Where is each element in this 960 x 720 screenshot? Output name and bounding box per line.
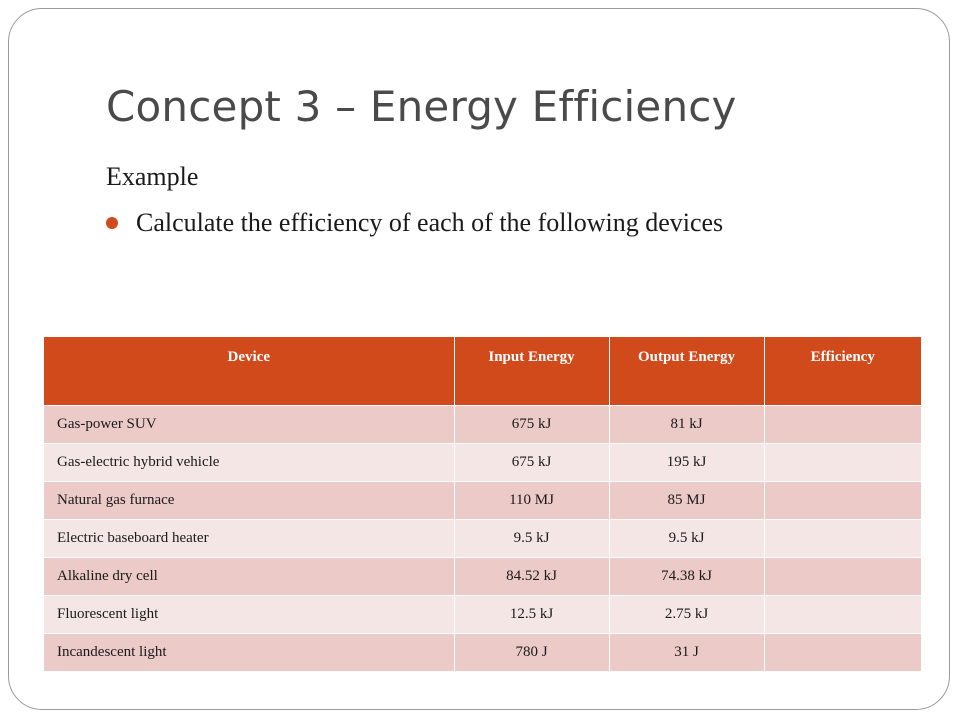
cell-efficiency [764, 405, 921, 443]
cell-device: Alkaline dry cell [44, 557, 454, 595]
table-row: Gas-electric hybrid vehicle 675 kJ 195 k… [44, 443, 921, 481]
cell-device: Fluorescent light [44, 595, 454, 633]
cell-efficiency [764, 443, 921, 481]
cell-output-energy: 2.75 kJ [609, 595, 764, 633]
bullet-item: Calculate the efficiency of each of the … [106, 208, 723, 238]
cell-efficiency [764, 633, 921, 671]
header-device: Device [44, 337, 454, 405]
bullet-dot-icon [106, 217, 118, 229]
header-efficiency: Efficiency [764, 337, 921, 405]
cell-efficiency [764, 481, 921, 519]
table-row: Gas-power SUV 675 kJ 81 kJ [44, 405, 921, 443]
cell-efficiency [764, 557, 921, 595]
cell-output-energy: 85 MJ [609, 481, 764, 519]
cell-output-energy: 195 kJ [609, 443, 764, 481]
cell-efficiency [764, 595, 921, 633]
example-heading: Example [106, 162, 198, 192]
cell-device: Gas-electric hybrid vehicle [44, 443, 454, 481]
table-row: Incandescent light 780 J 31 J [44, 633, 921, 671]
cell-input-energy: 780 J [454, 633, 609, 671]
slide-title: Concept 3 – Energy Efficiency [106, 82, 737, 131]
cell-device: Incandescent light [44, 633, 454, 671]
header-input-energy: Input Energy [454, 337, 609, 405]
efficiency-table: Device Input Energy Output Energy Effici… [44, 337, 921, 671]
cell-input-energy: 84.52 kJ [454, 557, 609, 595]
table-row: Alkaline dry cell 84.52 kJ 74.38 kJ [44, 557, 921, 595]
cell-input-energy: 9.5 kJ [454, 519, 609, 557]
cell-efficiency [764, 519, 921, 557]
cell-input-energy: 12.5 kJ [454, 595, 609, 633]
table-row: Electric baseboard heater 9.5 kJ 9.5 kJ [44, 519, 921, 557]
cell-output-energy: 74.38 kJ [609, 557, 764, 595]
table-row: Fluorescent light 12.5 kJ 2.75 kJ [44, 595, 921, 633]
cell-device: Gas-power SUV [44, 405, 454, 443]
cell-input-energy: 675 kJ [454, 405, 609, 443]
cell-input-energy: 675 kJ [454, 443, 609, 481]
table-row: Natural gas furnace 110 MJ 85 MJ [44, 481, 921, 519]
cell-device: Electric baseboard heater [44, 519, 454, 557]
cell-output-energy: 9.5 kJ [609, 519, 764, 557]
cell-device: Natural gas furnace [44, 481, 454, 519]
header-output-energy: Output Energy [609, 337, 764, 405]
cell-output-energy: 81 kJ [609, 405, 764, 443]
cell-output-energy: 31 J [609, 633, 764, 671]
table-header-row: Device Input Energy Output Energy Effici… [44, 337, 921, 405]
bullet-text: Calculate the efficiency of each of the … [136, 208, 723, 238]
cell-input-energy: 110 MJ [454, 481, 609, 519]
